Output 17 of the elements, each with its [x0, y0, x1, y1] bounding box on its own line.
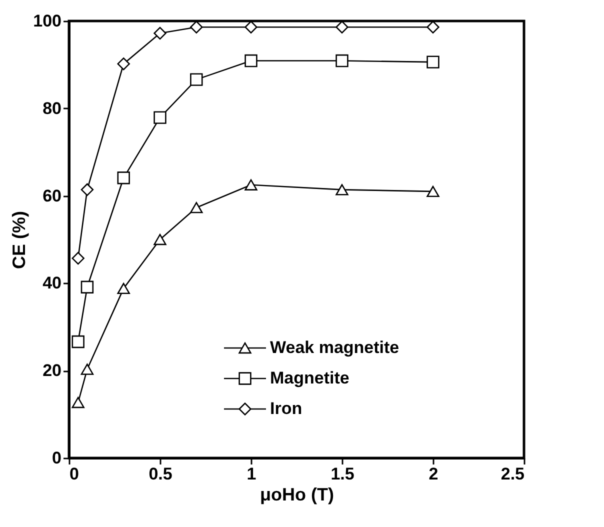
y-tick-label: 80 — [42, 98, 62, 118]
legend-label: Iron — [270, 399, 302, 418]
y-tick-label: 20 — [42, 361, 62, 380]
y-tick-label: 40 — [42, 274, 62, 293]
x-axis-title: μoHo (T) — [260, 484, 334, 504]
y-tick-label: 60 — [42, 186, 62, 206]
x-tick-label: 2.5 — [500, 464, 524, 484]
x-tick-label: 0.5 — [148, 464, 172, 484]
x-tick-label: 0 — [70, 464, 79, 484]
y-tick-label: 100 — [33, 12, 62, 30]
y-axis-title: CE (%) — [9, 210, 30, 269]
x-tick-label: 1 — [246, 464, 256, 484]
x-tick-label: 2 — [428, 464, 438, 484]
legend-label: Magnetite — [270, 368, 350, 388]
y-tick-label: 0 — [52, 448, 62, 468]
legend-label: Weak magnetite — [270, 338, 400, 357]
x-tick-label: 1.5 — [330, 464, 354, 484]
